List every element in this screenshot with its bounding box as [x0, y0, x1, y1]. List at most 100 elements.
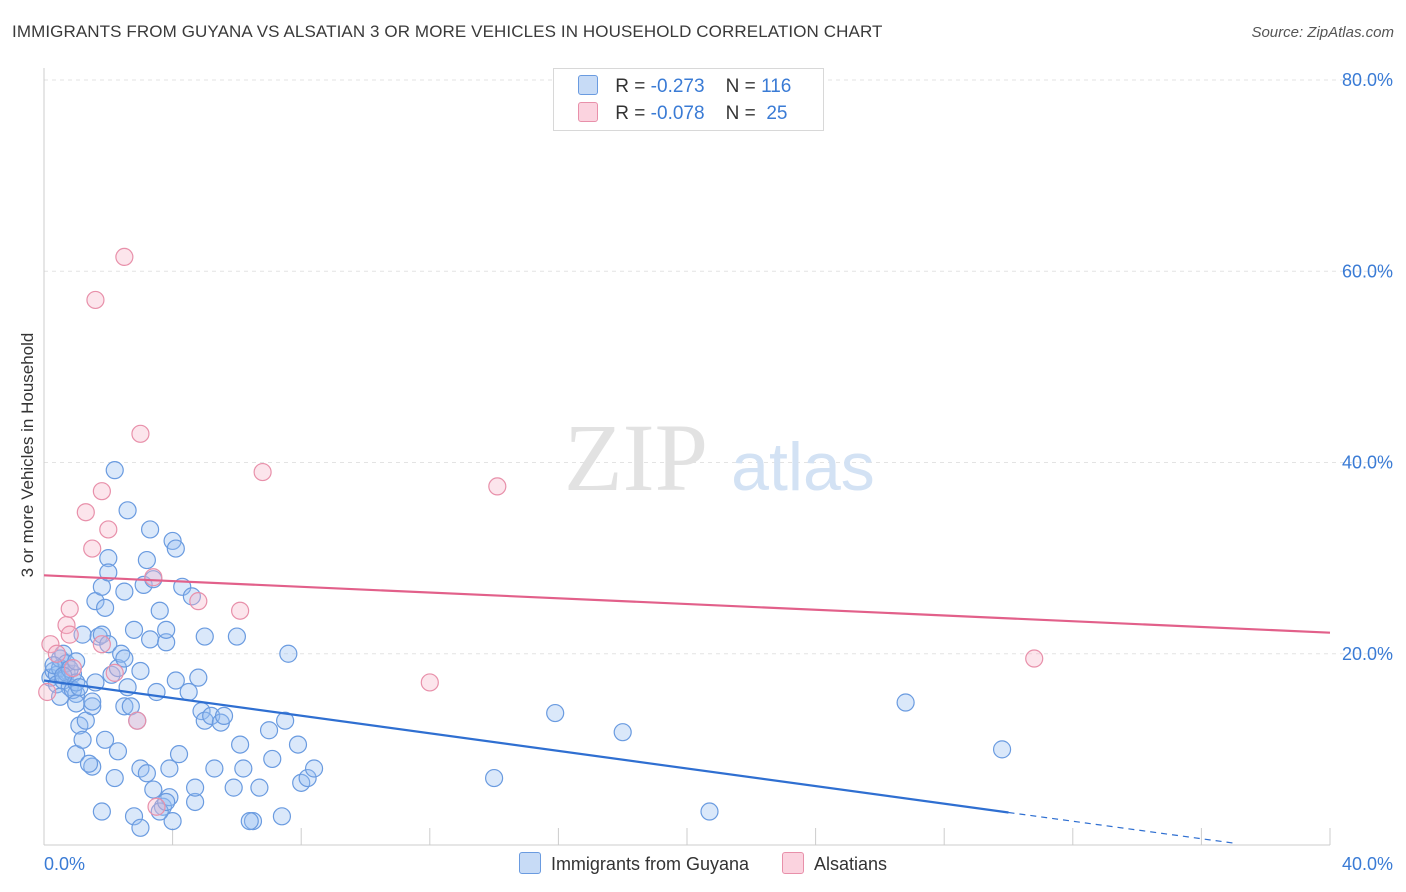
- alsatians-point: [63, 658, 83, 678]
- guyana-point: [118, 501, 137, 520]
- alsatians-point: [105, 663, 124, 682]
- guyana-point: [214, 706, 234, 726]
- guyana-point: [95, 598, 115, 617]
- alsatians-point: [47, 644, 66, 663]
- guyana-point: [140, 520, 160, 539]
- watermark-atlas: atlas: [731, 429, 875, 505]
- series-alsatians-points: [38, 247, 1044, 816]
- guyana-point: [83, 692, 102, 711]
- alsatians-point: [128, 711, 147, 730]
- guyana-point: [147, 682, 166, 702]
- legend-item-alsatians[interactable]: Alsatians: [782, 852, 887, 875]
- guyana-point: [124, 620, 144, 639]
- guyana-point: [105, 461, 124, 480]
- guyana-point: [231, 735, 250, 754]
- legend-swatch-guyana: [518, 852, 541, 874]
- guyana-point: [67, 694, 86, 713]
- y-axis-label: 3 or more Vehicles in Household: [18, 332, 37, 578]
- guyana-point: [279, 644, 298, 663]
- guyana-point: [108, 742, 128, 761]
- guyana-point: [157, 620, 176, 639]
- legend-n-label: N =: [725, 76, 756, 97]
- guyana-point: [234, 759, 253, 778]
- guyana-point: [95, 730, 115, 749]
- guyana-point: [115, 582, 134, 601]
- guyana-point: [137, 550, 156, 570]
- y-tick-label: 60.0%: [1342, 261, 1393, 281]
- guyana-point: [83, 697, 102, 716]
- y-tick-label: 20.0%: [1342, 644, 1393, 664]
- guyana-point: [202, 706, 221, 726]
- alsatians-point: [76, 503, 95, 522]
- guyana-point: [992, 740, 1012, 759]
- trend-lines: [43, 574, 1331, 844]
- guyana-point: [157, 633, 176, 652]
- guyana-point: [99, 549, 118, 568]
- gridlines: [44, 79, 1392, 655]
- legend-n-label: N =: [725, 103, 756, 124]
- legend-r-label: R =: [615, 103, 646, 124]
- alsatians-point: [92, 482, 111, 501]
- guyana-point: [150, 601, 169, 620]
- legend-r-label: R =: [615, 76, 646, 97]
- legend-r-value: -0.078: [650, 103, 705, 124]
- guyana-point: [124, 807, 144, 826]
- legend-swatch-guyana: [578, 75, 598, 95]
- guyana-point: [205, 759, 224, 778]
- legend-n-value: 25: [766, 103, 788, 124]
- guyana-point: [115, 697, 134, 716]
- legend-item-guyana[interactable]: Immigrants from Guyana: [518, 852, 749, 875]
- guyana-point: [896, 693, 915, 712]
- guyana-point: [140, 630, 160, 649]
- guyana-point: [276, 711, 295, 730]
- legend-swatch-alsatians: [782, 852, 805, 874]
- alsatians-point: [83, 539, 102, 558]
- guyana-point: [92, 625, 111, 644]
- alsatians-point: [144, 568, 163, 587]
- alsatians-point: [86, 290, 105, 310]
- trend-line-alsatians: [43, 574, 1331, 634]
- trend-line-guyana: [43, 679, 1009, 814]
- guyana-point: [224, 778, 243, 797]
- guyana-point: [250, 778, 269, 797]
- stats-legend: R = -0.273 N = 116 R = -0.078 N = 25: [553, 68, 824, 131]
- guyana-point: [163, 811, 182, 831]
- alsatians-point: [488, 477, 507, 496]
- guyana-point: [73, 625, 92, 644]
- x-tick-label: 0.0%: [44, 854, 85, 874]
- legend-label-guyana: Immigrants from Guyana: [550, 854, 749, 874]
- series-guyana-points: [41, 461, 1012, 837]
- watermark-zip: ZIP: [564, 404, 708, 511]
- guyana-point: [186, 778, 205, 797]
- guyana-point: [137, 764, 156, 783]
- guyana-point: [160, 759, 179, 778]
- guyana-point: [99, 635, 118, 654]
- alsatians-point: [99, 520, 118, 539]
- x-tick-label: 40.0%: [1342, 854, 1393, 874]
- alsatians-point: [1025, 649, 1044, 668]
- chart-title: IMMIGRANTS FROM GUYANA VS ALSATIAN 3 OR …: [12, 22, 883, 41]
- alsatians-point: [41, 635, 60, 654]
- guyana-point: [288, 735, 308, 754]
- guyana-point: [179, 682, 198, 702]
- alsatians-point: [131, 424, 150, 443]
- guyana-point: [105, 768, 124, 788]
- alsatians-point: [60, 625, 79, 644]
- guyana-point: [169, 745, 189, 764]
- watermark: ZIP atlas: [564, 404, 875, 511]
- alsatians-point: [231, 601, 250, 620]
- legend-n-value: 116: [761, 76, 792, 97]
- trend-line-guyana-extension: [1008, 811, 1234, 844]
- guyana-point: [485, 768, 504, 788]
- legend-swatch-alsatians: [578, 102, 598, 122]
- alsatians-point: [115, 247, 134, 267]
- guyana-point: [131, 818, 150, 837]
- alsatians-point: [420, 673, 439, 692]
- guyana-point: [189, 668, 208, 687]
- guyana-point: [263, 749, 282, 769]
- alsatians-point: [147, 797, 166, 816]
- guyana-point: [259, 721, 279, 740]
- legend-row-guyana: R = -0.273 N = 116: [578, 75, 791, 99]
- guyana-point: [195, 627, 214, 646]
- guyana-point: [272, 807, 292, 826]
